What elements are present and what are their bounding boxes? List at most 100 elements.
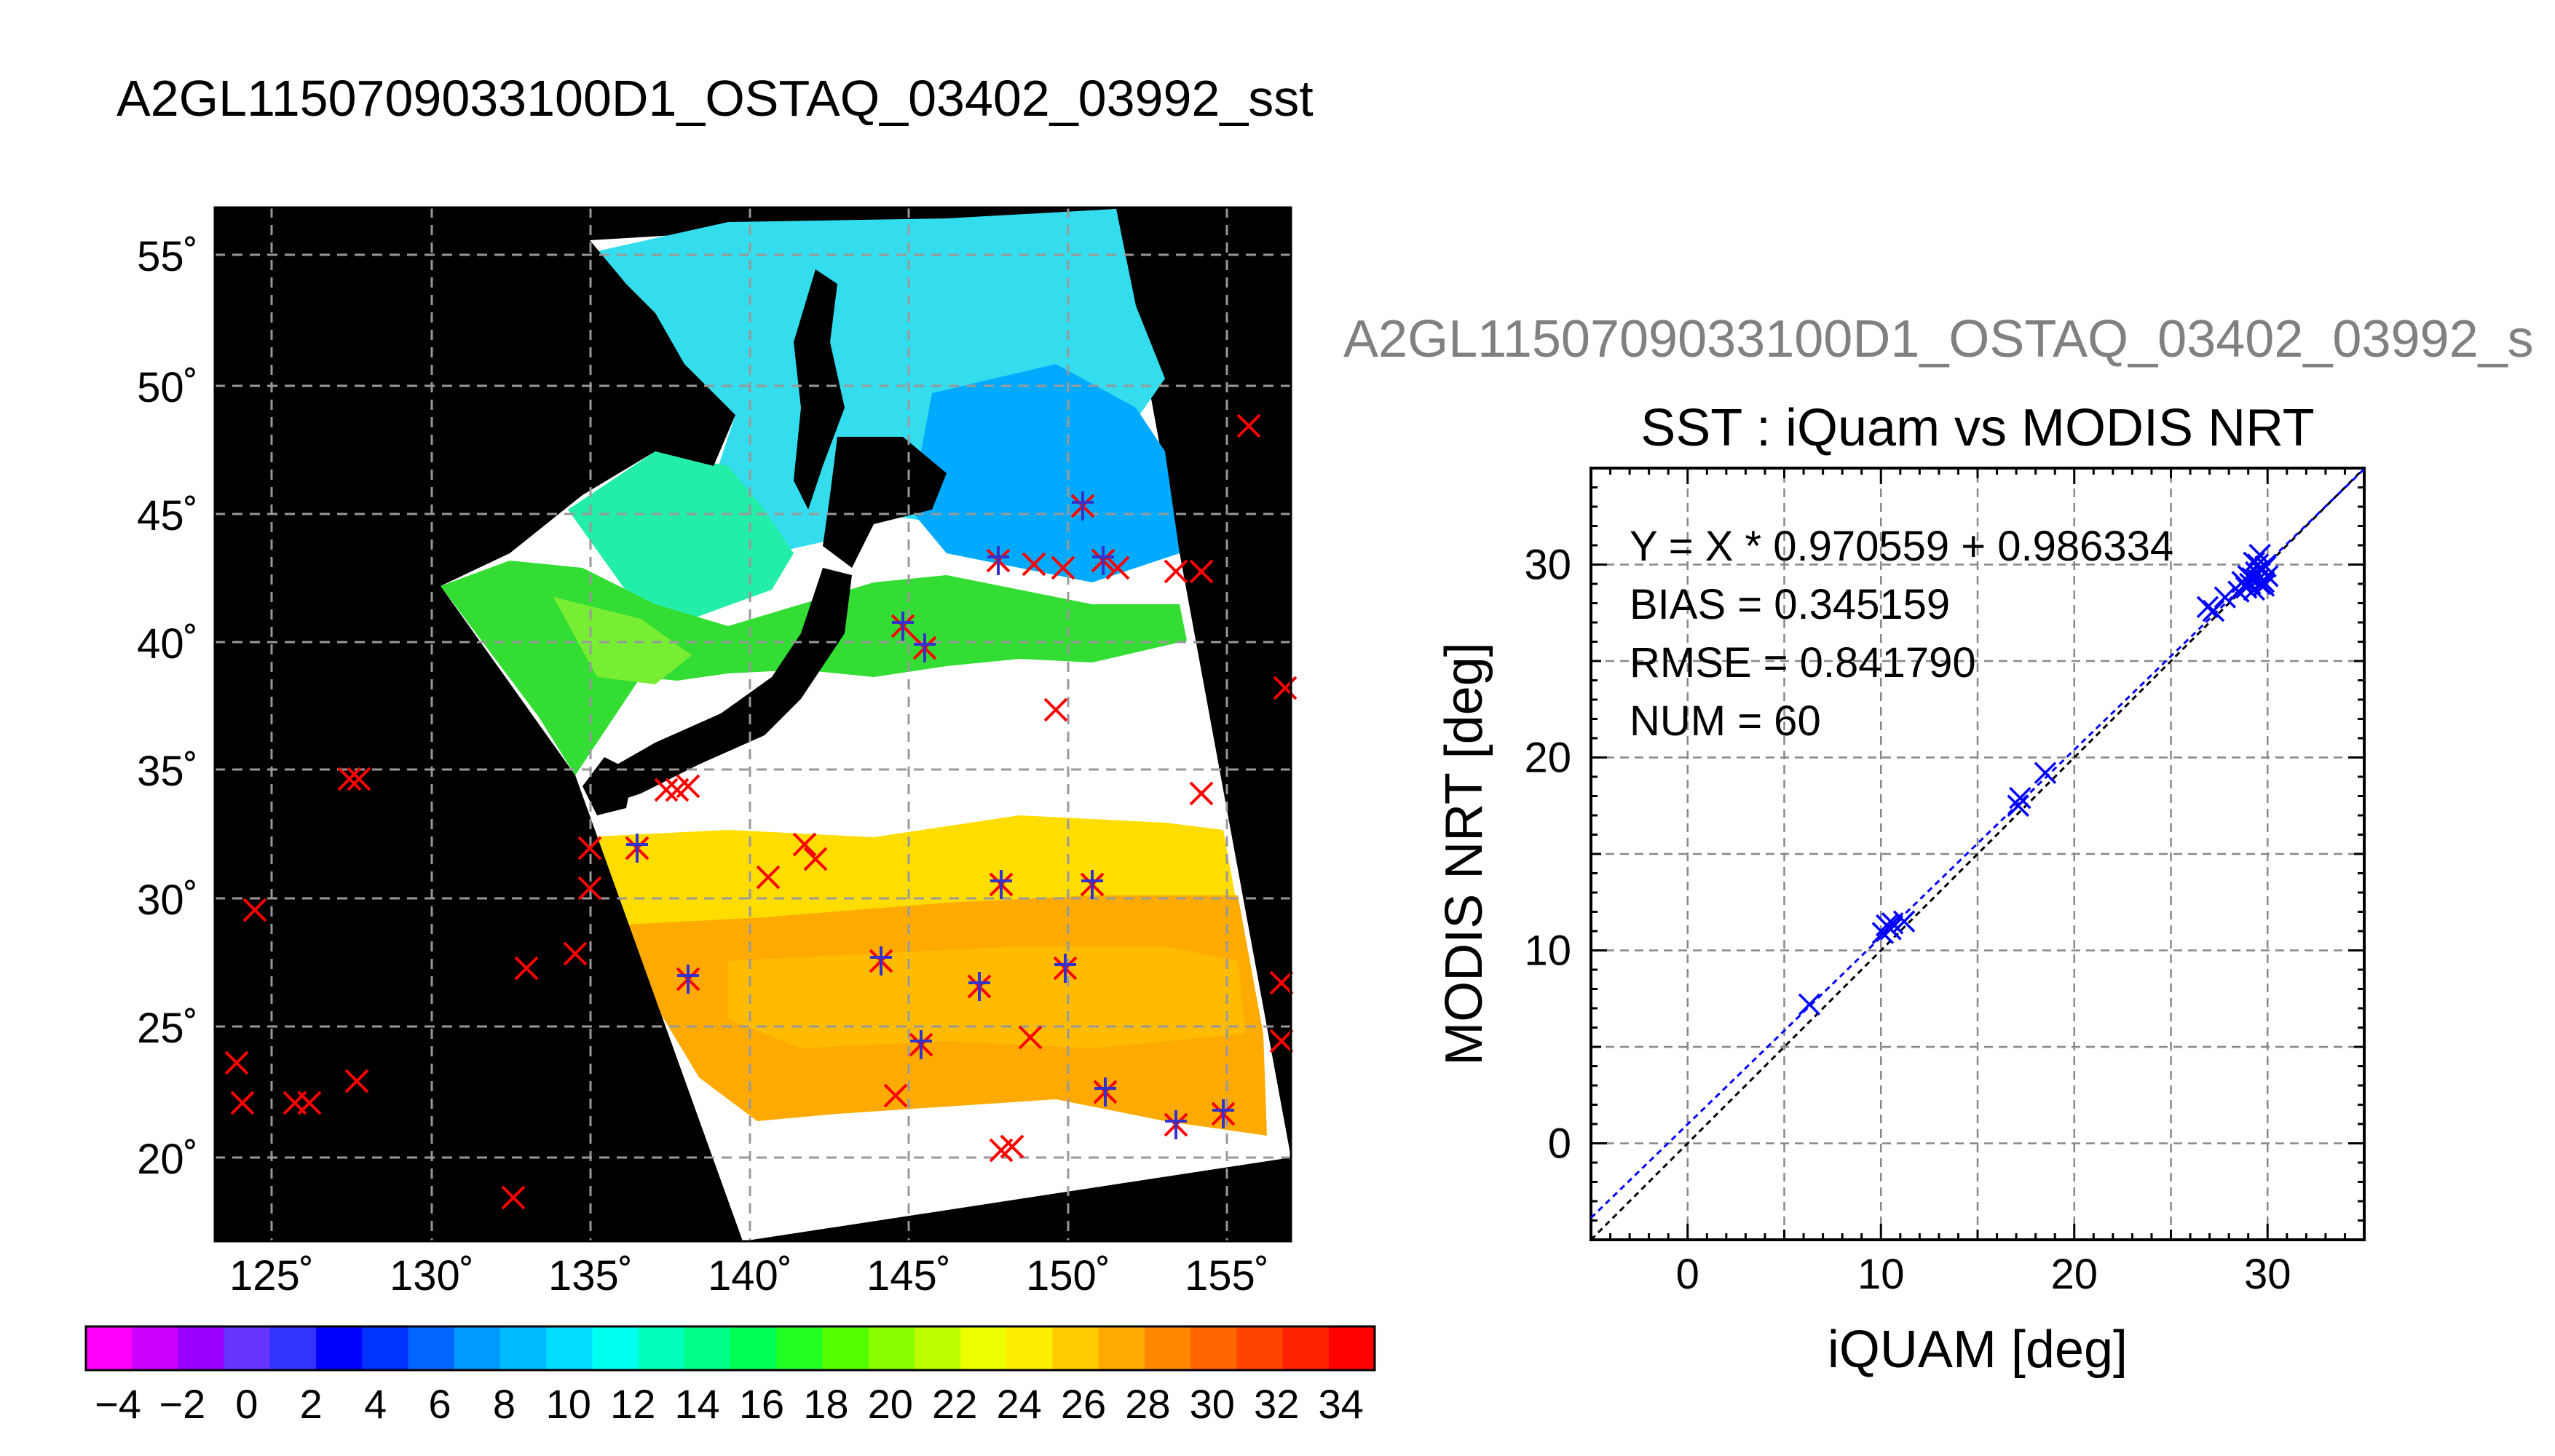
colorbar-cell <box>592 1326 639 1370</box>
colorbar-cell <box>684 1326 731 1370</box>
x-tick-label: 10 <box>1857 1251 1905 1298</box>
stat-num: NUM = 60 <box>1630 697 1821 745</box>
lon-tick-label: 155˚ <box>1185 1252 1269 1299</box>
colorbar-cell <box>499 1326 547 1370</box>
colorbar-cell <box>178 1326 225 1370</box>
x-axis-label: iQUAM [deg] <box>1828 1321 2128 1379</box>
scatter-point <box>2243 551 2265 574</box>
land-honshu <box>597 568 852 808</box>
x-tick-label: 20 <box>2050 1251 2098 1298</box>
colorbar-cell <box>638 1326 685 1370</box>
colorbar-tick-label: 4 <box>364 1381 387 1427</box>
lon-tick-label: 150˚ <box>1026 1252 1110 1299</box>
scatter-ticks <box>1590 467 2366 1241</box>
sst-map: 20˚ 25˚ 30˚ 35˚ 40˚ 45˚ 50˚ 55˚ 125˚ 130˚ 135˚ 140… <box>137 206 1298 1299</box>
stat-fit: Y = X * 0.970559 + 0.986334 <box>1630 523 2173 570</box>
scatter-points <box>1798 544 2279 1016</box>
scatter-point <box>1798 993 1821 1016</box>
scatter-point <box>2239 572 2262 596</box>
map-lon-labels: 125˚ 130˚ 135˚ 140˚ 145˚ 150˚ 155˚ <box>229 1252 1269 1299</box>
map-frame <box>213 206 1292 1243</box>
scatter-point <box>2245 561 2267 584</box>
lat-tick-label: 55˚ <box>137 233 198 280</box>
lat-tick-label: 40˚ <box>137 620 198 668</box>
scatter-point <box>2034 761 2057 784</box>
colorbar-tick-label: 26 <box>1061 1381 1106 1427</box>
colorbar-tick-label: 20 <box>868 1381 913 1427</box>
colorbar-cell <box>269 1326 317 1370</box>
colorbar-cell <box>1144 1326 1191 1370</box>
colorbar-cell <box>1098 1326 1145 1370</box>
colorbar-frame <box>84 1325 1376 1372</box>
land-sakhalin <box>794 269 845 510</box>
sst-band-lightgreen <box>553 597 692 684</box>
colorbar-tick-label: 34 <box>1318 1381 1363 1427</box>
sst-band-yellow <box>583 815 1238 946</box>
map-markers-matched <box>625 491 1236 1139</box>
scatter-point <box>1879 918 1902 941</box>
lat-tick-label: 25˚ <box>137 1005 198 1052</box>
scatter-tick-labels: 0 10 20 30 0 10 20 30 <box>1524 542 2291 1299</box>
stat-bias: BIAS = 0.345159 <box>1630 581 1950 628</box>
colorbar-tick-label: 18 <box>803 1381 848 1427</box>
lon-tick-label: 145˚ <box>866 1252 951 1299</box>
colorbar-tick-label: 2 <box>300 1381 323 1427</box>
sst-band-lightblue <box>910 364 1180 582</box>
y-tick-label: 10 <box>1524 927 1571 975</box>
scatter-point <box>2214 586 2237 609</box>
lon-tick-label: 140˚ <box>708 1252 792 1299</box>
colorbar-cell <box>408 1326 455 1370</box>
colorbar-cell <box>776 1326 823 1370</box>
colorbar-cell <box>1282 1326 1330 1370</box>
colorbar-cell <box>132 1326 178 1370</box>
colorbar-cell <box>868 1326 915 1370</box>
y-tick-label: 30 <box>1524 542 1571 589</box>
scatter-point <box>2196 596 2219 619</box>
colorbar-tick-label: 22 <box>932 1381 977 1427</box>
colorbar-tick-label: −2 <box>159 1381 205 1427</box>
map-lat-labels: 20˚ 25˚ 30˚ 35˚ 40˚ 45˚ 50˚ 55˚ <box>137 233 198 1183</box>
sst-band-orange-light <box>728 946 1245 1048</box>
stat-rmse: RMSE = 0.841790 <box>1630 639 1976 687</box>
lat-tick-label: 35˚ <box>137 748 198 795</box>
scatter-plot: SST : iQuam vs MODIS NRT 0 10 20 300102030 … <box>1435 399 2366 1379</box>
scatter-file-title: A2GL1150709033100D1_OSTAQ_03402_03992_s <box>1343 310 2534 368</box>
colorbar-cell <box>960 1326 1007 1370</box>
x-tick-label: 0 <box>1676 1251 1699 1298</box>
colorbar-tick-label: 16 <box>739 1381 784 1427</box>
colorbar-tick-label: 6 <box>428 1381 451 1427</box>
scatter-point <box>1892 910 1916 933</box>
scatter-point <box>2009 786 2031 810</box>
colorbar-cell <box>224 1326 271 1370</box>
colorbar-cell <box>546 1326 593 1370</box>
colorbar-cell <box>1006 1326 1053 1370</box>
colorbar-tick-label: 8 <box>493 1381 516 1427</box>
colorbar-tick-label: −4 <box>95 1381 141 1427</box>
lat-tick-label: 30˚ <box>137 877 198 924</box>
lon-tick-label: 130˚ <box>390 1252 474 1299</box>
colorbar: −4 −2 0 2 4 6 8 10 12 14 16 18 20 22 24 26 28 30 32 34 <box>84 1325 1376 1427</box>
colorbar-cell <box>86 1326 133 1370</box>
lon-tick-label: 125˚ <box>229 1252 314 1299</box>
x-tick-label: 30 <box>2244 1251 2291 1298</box>
colorbar-cell <box>454 1326 501 1370</box>
scatter-title: SST : iQuam vs MODIS NRT <box>1640 399 2315 457</box>
land-hokkaido <box>823 437 947 568</box>
lat-tick-label: 50˚ <box>137 364 198 411</box>
colorbar-tick-label: 10 <box>546 1381 591 1427</box>
land-kyushu <box>583 757 633 815</box>
scatter-point <box>2248 572 2271 596</box>
colorbar-cell <box>316 1326 363 1370</box>
scatter-point <box>2007 794 2029 817</box>
identity-line <box>1591 468 2364 1240</box>
scatter-gridlines <box>1591 468 2364 1240</box>
lat-tick-label: 20˚ <box>137 1136 198 1183</box>
colorbar-cell <box>362 1326 408 1370</box>
sst-band-teal <box>568 451 794 619</box>
scatter-point <box>2254 555 2277 578</box>
page-title: A2GL1150709033100D1_OSTAQ_03402_03992_ss… <box>117 70 1314 127</box>
colorbar-tick-label: 14 <box>674 1381 719 1427</box>
colorbar-cell <box>730 1326 777 1370</box>
colorbar-tick-label: 12 <box>610 1381 655 1427</box>
